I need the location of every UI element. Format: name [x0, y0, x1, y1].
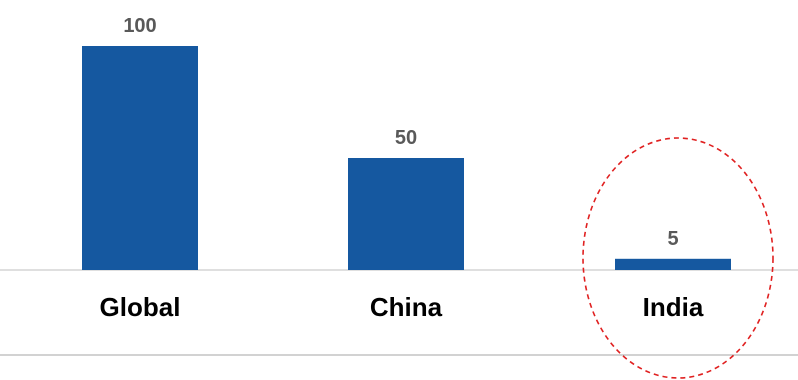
category-label-india: India: [643, 292, 704, 322]
labels-layer: 100 Global 50 China 5 India: [100, 15, 704, 322]
bar-india: [615, 258, 731, 270]
bar-china: [348, 158, 464, 270]
bar-global: [82, 46, 198, 270]
bars-layer: [82, 46, 731, 270]
category-label-global: Global: [100, 292, 181, 322]
highlight-ellipse: [582, 137, 774, 379]
data-label-india: 5: [667, 228, 678, 250]
data-label-china: 50: [395, 127, 417, 149]
data-label-global: 100: [123, 15, 156, 37]
category-label-china: China: [370, 292, 443, 322]
